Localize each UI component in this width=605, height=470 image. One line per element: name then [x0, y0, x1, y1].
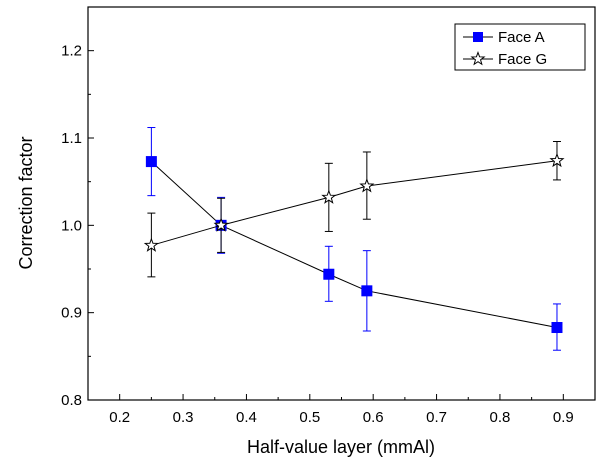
data-point — [549, 152, 565, 168]
legend-label-face-a: Face A — [498, 29, 545, 46]
x-tick-label: 0.7 — [426, 409, 447, 426]
x-tick-label: 0.3 — [173, 409, 194, 426]
y-axis-title: Correction factor — [16, 136, 36, 269]
series-layer — [143, 127, 565, 351]
x-tick-label: 0.9 — [553, 409, 574, 426]
series-face-g — [143, 140, 565, 278]
x-tick-label: 0.4 — [236, 409, 257, 426]
data-point — [145, 156, 157, 168]
x-tick-label: 0.5 — [299, 409, 320, 426]
x-axis-title: Half-value layer (mmAl) — [247, 437, 435, 457]
y-axis: 0.8 0.9 1.0 1.1 1.2 — [61, 43, 94, 409]
y-tick-label: 1.1 — [61, 130, 82, 147]
data-point — [361, 285, 373, 297]
y-tick-label: 0.8 — [61, 392, 82, 409]
data-point — [213, 217, 229, 232]
y-tick-label: 1.2 — [61, 43, 82, 60]
x-axis: 0.2 0.3 0.4 0.5 0.6 0.7 0.8 0.9 — [87, 394, 596, 426]
data-point — [359, 178, 375, 193]
y-tick-label: 1.0 — [61, 217, 82, 234]
x-tick-label: 0.2 — [109, 409, 130, 426]
y-tick-label: 0.9 — [61, 305, 82, 322]
series-line — [151, 160, 558, 246]
x-tick-label: 0.6 — [363, 409, 384, 426]
data-point — [143, 237, 159, 252]
legend-marker-face-g — [470, 51, 486, 66]
series-face-a — [145, 127, 563, 351]
legend-label-face-g: Face G — [498, 51, 547, 68]
legend-marker-face-a — [473, 32, 483, 42]
data-point — [323, 268, 335, 280]
data-point — [321, 189, 337, 204]
legend: Face A Face G — [454, 23, 586, 71]
x-tick-label: 0.8 — [490, 409, 511, 426]
data-point — [551, 322, 563, 334]
series-line — [151, 161, 558, 329]
